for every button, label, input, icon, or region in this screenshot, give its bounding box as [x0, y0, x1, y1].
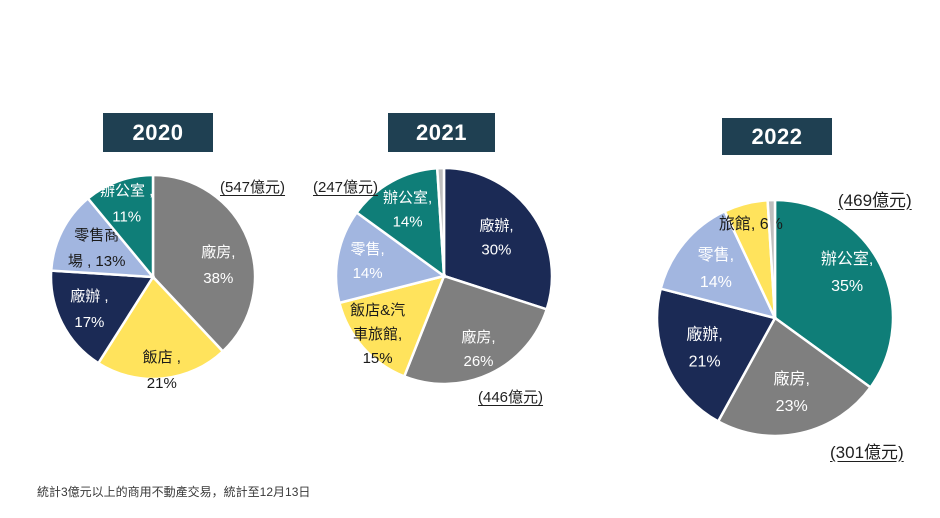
pie-slice-label: 17% — [74, 314, 104, 331]
pie-slice-辦公室 — [773, 198, 895, 390]
pie-slice-label: 飯店 , — [143, 349, 181, 366]
pie-slice-廠辦 — [442, 166, 554, 311]
pie-slice-label: 23% — [776, 398, 808, 415]
pie-slice-label: 飯店&汽 — [350, 302, 405, 319]
pie-slice-label: 廠辦, — [686, 325, 722, 344]
pie-slice-零售商場 — [49, 196, 156, 279]
pie-slice-label: 零售商 — [74, 227, 119, 244]
pie-slice-辦公室 — [354, 166, 446, 279]
pie-slice-label: 場 , 13% — [68, 253, 126, 270]
subtotal-annotation-2022: (301億元) — [830, 443, 904, 462]
year-badge-2020: 2020 — [103, 113, 213, 152]
pie-slice-label: 15% — [363, 350, 393, 367]
pie-slice-廠辦 — [655, 287, 777, 424]
pie-slice-零售 — [659, 209, 778, 320]
pie-slice-label: 廠房, — [461, 328, 495, 346]
year-badge-2022: 2022 — [722, 118, 832, 155]
pie-slice-label: 廠房, — [201, 243, 235, 261]
pie-slice-label: 21% — [147, 375, 177, 392]
subtotal-annotation-2021: (446億元) — [478, 389, 544, 406]
pie-slice-label: 車旅館, — [353, 326, 402, 343]
pie-slice-label: 14% — [393, 213, 423, 230]
pie-slice-label: 廠辦 , — [70, 287, 108, 305]
pie-slice-label: 辦公室, — [383, 189, 432, 206]
pie-slice-label: 廠辦, — [479, 216, 513, 234]
pie-slice-label: 30% — [481, 241, 511, 258]
pie-slice-label: 廠房, — [773, 369, 809, 388]
pie-slice-廠房 — [402, 274, 549, 386]
pie-slice-label: 35% — [831, 278, 863, 295]
pie-slice-label: 辦公室, — [821, 250, 873, 268]
total-annotation-2020: (547億元) — [220, 179, 286, 196]
pie-2022: 辦公室, 35% 廠房, 23% 廠辦, 21% 零售, 14% 旅館, 6% — [655, 198, 895, 438]
year-badge-2021: 2021 — [388, 113, 495, 152]
pie-slice-辦公室 — [86, 173, 155, 281]
pie-slice-label: 14% — [353, 265, 383, 282]
pie-slice-label: 旅館, 6% — [719, 215, 783, 233]
pie-slice-label: 辦公室 , — [100, 183, 153, 200]
pie-slice-飯店&汽車旅館 — [337, 274, 447, 379]
pie-slice-廠房 — [151, 173, 257, 354]
pie-slice-label: 21% — [689, 354, 721, 371]
pie-slice-飯店 — [96, 274, 225, 381]
pie-slice-label: 零售, — [351, 241, 385, 258]
footnote: 統計3億元以上的商用不動產交易，統計至12月13日 — [37, 485, 311, 499]
pie-slice-blank — [435, 166, 446, 277]
pie-slice-label: 26% — [463, 353, 493, 370]
pie-slice-廠辦 — [49, 269, 156, 365]
total-annotation-2021: (247億元) — [313, 179, 379, 196]
pie-slice-label: 零售, — [698, 246, 734, 264]
pie-slice-零售 — [334, 210, 447, 305]
pie-slice-label: 11% — [112, 209, 141, 226]
pie-slice-label: 14% — [700, 274, 732, 291]
total-annotation-2022: (469億元) — [838, 191, 912, 210]
pie-slice-label: 38% — [203, 270, 233, 287]
pie-slice-廠房 — [716, 316, 873, 438]
pie-slice-blank — [766, 198, 777, 319]
